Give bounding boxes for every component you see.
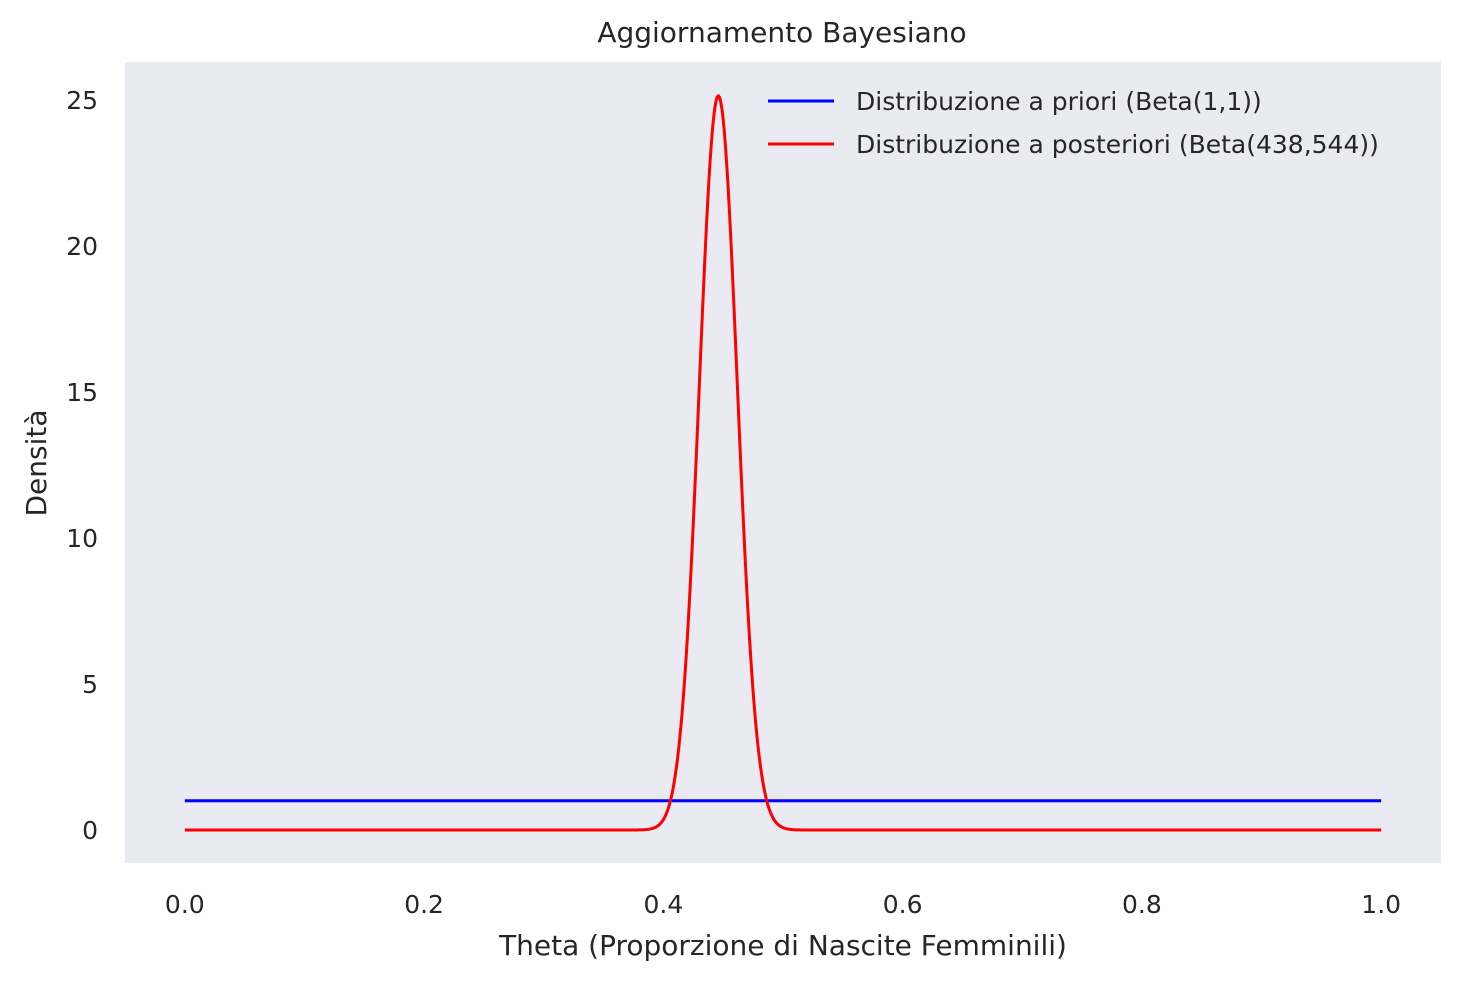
x-tick-label: 0.0 (165, 890, 205, 919)
series-layer (184, 94, 1382, 832)
y-tick-label: 5 (82, 670, 98, 699)
y-axis-label: Densità (20, 409, 53, 516)
legend: Distribuzione a priori (Beta(1,1)) Distri… (768, 87, 1379, 159)
x-axis-label: Theta (Proporzione di Nascite Femminili) (498, 929, 1067, 962)
x-tick-label: 1.0 (1361, 890, 1401, 919)
y-tick-label: 10 (66, 524, 98, 553)
y-tick-label: 25 (66, 86, 98, 115)
plot-area (125, 62, 1441, 863)
x-tick-label: 0.6 (883, 890, 923, 919)
x-tick-label: 0.4 (643, 890, 683, 919)
y-tick-label: 20 (66, 232, 98, 261)
x-axis-ticks: 0.0 0.2 0.4 0.6 0.8 1.0 (165, 890, 1401, 919)
x-tick-label: 0.8 (1122, 890, 1162, 919)
series-line-2 (184, 94, 1382, 832)
chart-title: Aggiornamento Bayesiano (597, 16, 966, 49)
y-tick-label: 0 (82, 816, 98, 845)
x-tick-label: 0.2 (404, 890, 444, 919)
y-axis-ticks: 0 5 10 15 20 25 (66, 86, 98, 845)
legend-entry: Distribuzione a posteriori (Beta(438,544… (856, 130, 1379, 159)
y-tick-label: 15 (66, 378, 98, 407)
legend-entry: Distribuzione a priori (Beta(1,1)) (856, 87, 1262, 116)
